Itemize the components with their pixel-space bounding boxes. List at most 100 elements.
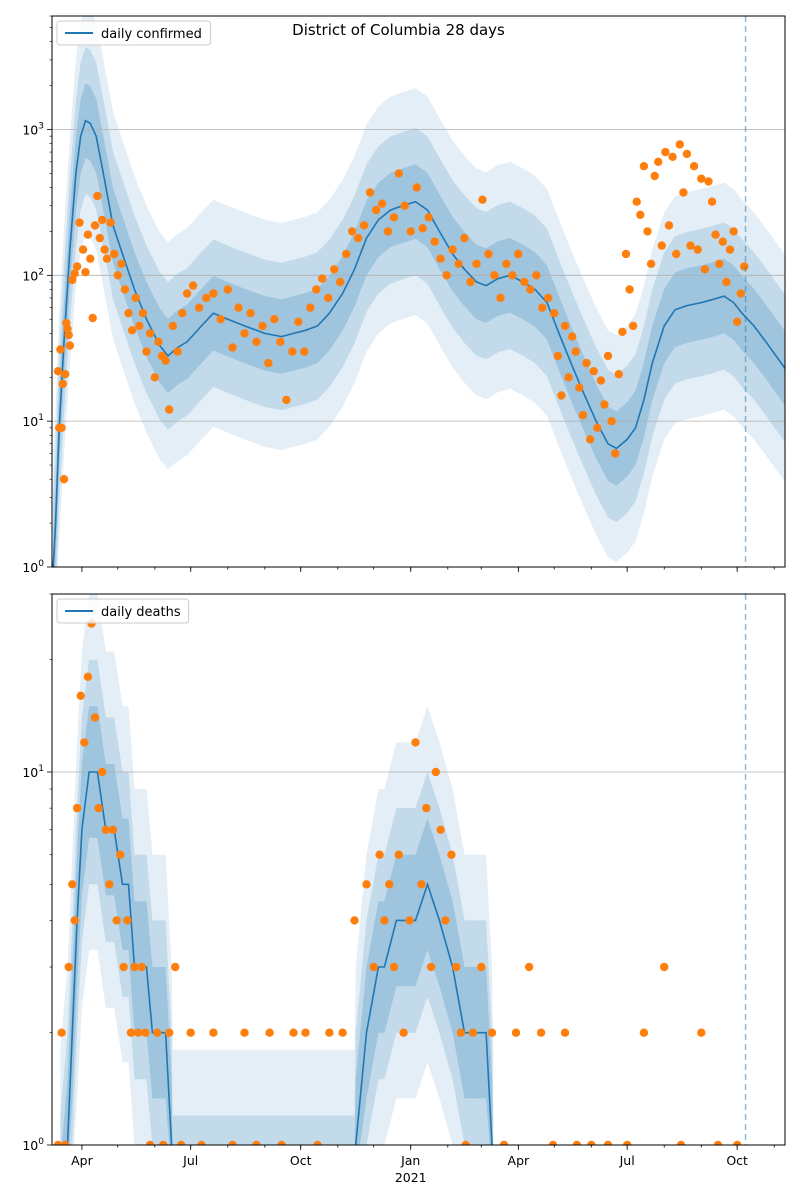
- observed-point: [58, 379, 67, 389]
- confirmed-legend: daily confirmed: [56, 20, 211, 46]
- observed-point: [385, 880, 394, 889]
- deaths-observed-points: [53, 619, 742, 1145]
- observed-point: [654, 157, 663, 166]
- observed-point: [324, 293, 333, 303]
- observed-point: [544, 293, 553, 303]
- x-tick-label: Jul: [182, 1153, 198, 1168]
- chart-title: District of Columbia 28 days: [292, 21, 505, 39]
- observed-point: [258, 321, 267, 331]
- observed-point: [740, 262, 749, 271]
- observed-point: [75, 218, 84, 227]
- observed-point: [560, 321, 570, 331]
- deaths-model-line: [66, 771, 493, 1145]
- observed-point: [123, 916, 132, 925]
- observed-point: [145, 329, 155, 338]
- deaths-panel: Apr Jul Oct Jan Apr Jul Oct 101 100 2021 daily …: [22, 593, 786, 1185]
- observed-point: [131, 293, 140, 303]
- observed-point: [603, 351, 613, 361]
- observed-point: [454, 259, 463, 268]
- observed-point: [550, 309, 559, 318]
- observed-point: [448, 245, 457, 254]
- observed-point: [301, 1028, 310, 1037]
- observed-point: [197, 1140, 206, 1145]
- observed-point: [78, 245, 88, 254]
- uncertainty-band: [53, 47, 785, 567]
- observed-point: [194, 303, 204, 312]
- legend-box: [56, 598, 190, 624]
- observed-point: [650, 171, 659, 181]
- observed-point: [707, 197, 717, 206]
- x-tick-label: Apr: [71, 1153, 93, 1168]
- observed-point: [729, 227, 738, 236]
- observed-point: [668, 152, 677, 161]
- observed-point: [607, 417, 616, 426]
- observed-point: [288, 347, 297, 356]
- observed-point: [441, 916, 450, 925]
- observed-point: [81, 268, 90, 277]
- model-line: [52, 119, 785, 567]
- observed-point: [161, 356, 170, 365]
- observed-point: [178, 309, 187, 318]
- y-tick-label: 100: [22, 1137, 44, 1153]
- observed-point: [520, 277, 529, 287]
- observed-point: [95, 233, 105, 243]
- observed-point: [618, 327, 627, 336]
- observed-point: [165, 405, 174, 414]
- observed-point: [682, 149, 692, 159]
- observed-point: [657, 241, 666, 250]
- observed-point: [294, 317, 303, 326]
- observed-point: [371, 205, 381, 215]
- uncertainty-band: [53, 83, 785, 567]
- x-tick-label: Oct: [290, 1153, 312, 1168]
- observed-point: [86, 254, 95, 263]
- observed-point: [718, 237, 727, 246]
- observed-point: [548, 1140, 558, 1145]
- observed-point: [300, 347, 309, 356]
- observed-point: [60, 370, 70, 379]
- y-tick-label: 101: [22, 764, 44, 780]
- observed-point: [375, 850, 384, 859]
- x-tick-label: Oct: [726, 1153, 748, 1168]
- observed-point: [575, 383, 584, 392]
- observed-point: [101, 825, 111, 834]
- observed-point: [560, 1028, 570, 1037]
- observed-point: [589, 367, 598, 376]
- observed-point: [614, 370, 623, 379]
- observed-point: [313, 1140, 322, 1145]
- observed-point: [431, 767, 440, 777]
- observed-point: [623, 1140, 632, 1145]
- uncertainty-band: [60, 594, 494, 1145]
- deaths-uncertainty-bands: [60, 594, 494, 1145]
- observed-point: [472, 259, 481, 268]
- observed-point: [216, 315, 225, 324]
- observed-point: [675, 140, 684, 149]
- legend-label: daily confirmed: [101, 27, 202, 42]
- observed-point: [119, 962, 128, 972]
- observed-point: [98, 767, 107, 777]
- observed-point: [502, 259, 511, 268]
- observed-point: [182, 289, 192, 298]
- observed-point: [70, 916, 79, 925]
- deaths-x-ticks: Apr Jul Oct Jan Apr Jul Oct: [71, 1145, 775, 1168]
- observed-point: [202, 293, 211, 303]
- observed-point: [593, 423, 602, 432]
- observed-point: [252, 337, 261, 346]
- observed-point: [240, 1028, 249, 1037]
- observed-point: [725, 245, 735, 254]
- observed-point: [621, 249, 631, 259]
- observed-point: [686, 241, 695, 250]
- observed-point: [676, 1140, 686, 1145]
- observed-point: [228, 1140, 237, 1145]
- observed-point: [536, 1028, 546, 1037]
- observed-point: [499, 1140, 509, 1145]
- observed-point: [100, 245, 109, 254]
- observed-point: [137, 962, 146, 972]
- observed-point: [124, 309, 133, 318]
- observed-point: [514, 249, 523, 259]
- observed-point: [442, 271, 451, 280]
- observed-point: [571, 347, 580, 356]
- observed-point: [426, 962, 436, 972]
- observed-point: [135, 321, 144, 331]
- observed-point: [64, 330, 73, 340]
- observed-point: [362, 880, 371, 889]
